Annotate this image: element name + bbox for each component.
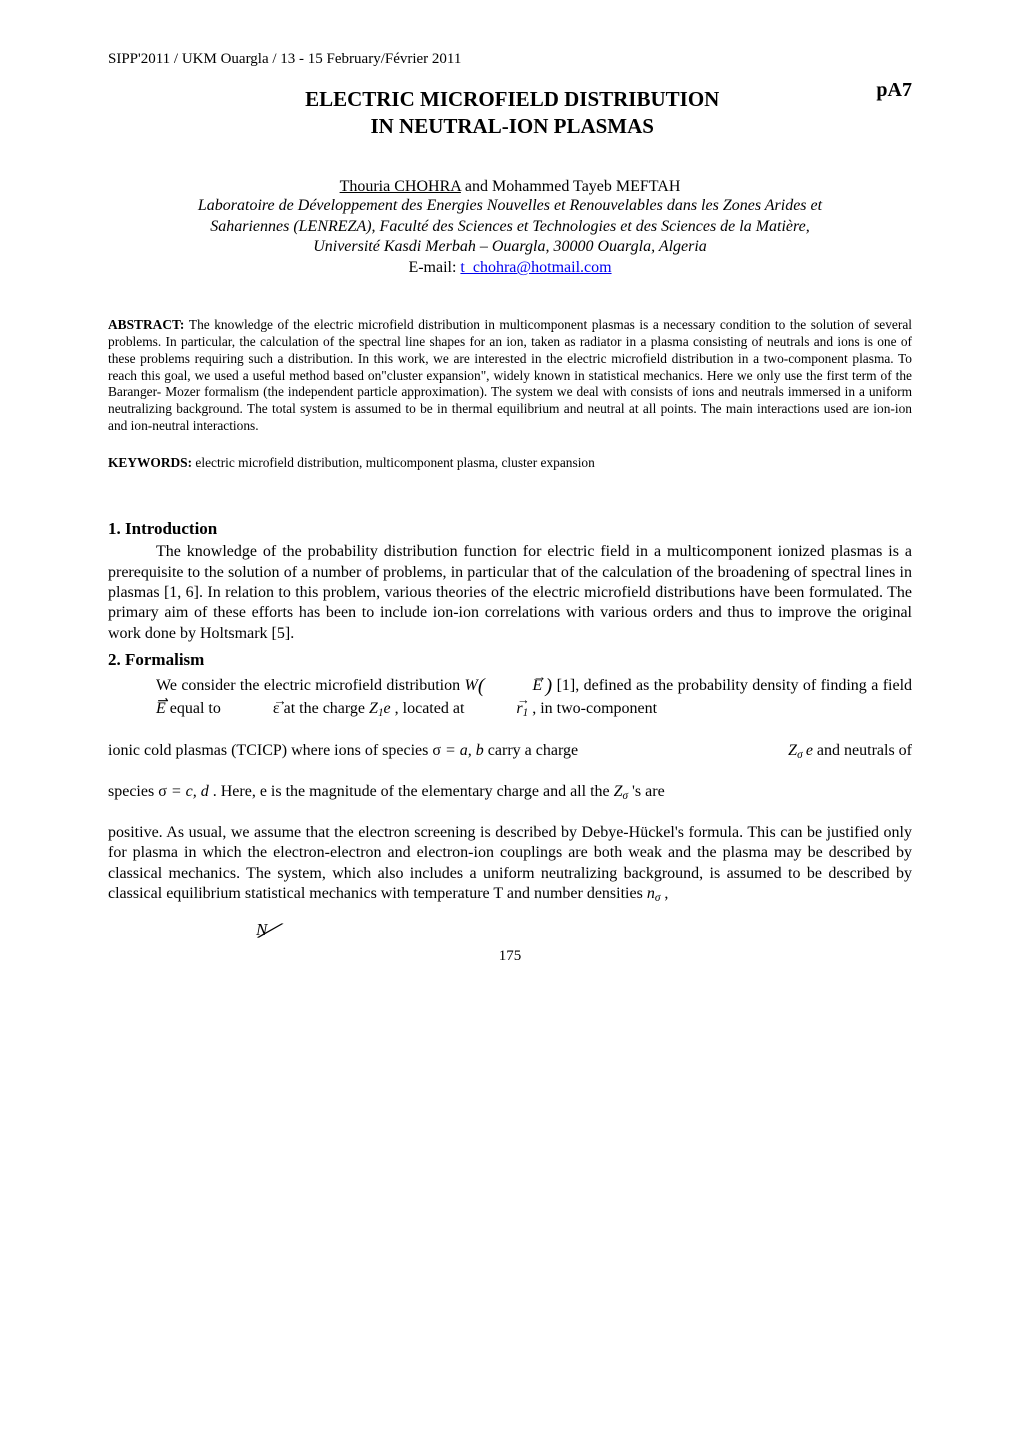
sym-r1: →r1 (468, 699, 528, 720)
s2p2-left-b: carry a charge (484, 742, 578, 759)
author-block: Thouria CHOHRA and Mohammed Tayeb MEFTAH… (108, 177, 912, 278)
keywords-text: electric microfield distribution, multic… (195, 455, 594, 470)
authors-line: Thouria CHOHRA and Mohammed Tayeb MEFTAH (108, 177, 912, 196)
section-1-heading: 1. Introduction (108, 519, 912, 539)
affiliation-line-1: Laboratoire de Développement des Energie… (108, 196, 912, 217)
section-2-para-3: species σ = c, d . Here, e is the magnit… (108, 782, 912, 803)
sym-Z1e: Z1e (369, 700, 391, 717)
s2p2-left: ionic cold plasmas (TCICP) where ions of… (108, 741, 764, 762)
keywords-label: KEYWORDS: (108, 455, 195, 470)
s2p2-right: Zσ e and neutrals of (764, 741, 912, 762)
s2p3-a: species σ (108, 783, 167, 800)
sym-E-field: ⇀E (108, 699, 166, 719)
s2p3-species-cd: = c, d (171, 783, 209, 800)
title-block: ELECTRIC MICROFIELD DISTRIBUTION IN NEUT… (158, 86, 866, 141)
title-line-2: IN NEUTRAL-ION PLASMAS (158, 113, 866, 140)
sym-nsigma: nσ (647, 885, 661, 902)
s2p4-text: positive. As usual, we assume that the e… (108, 824, 912, 902)
sym-Zsigma-e: Zσ e (788, 742, 813, 759)
s2p3-c: 's are (632, 783, 665, 800)
abstract-text: The knowledge of the electric microfield… (108, 317, 912, 433)
section-1-paragraph: The knowledge of the probability distrib… (108, 542, 912, 644)
abstract-label: ABSTRACT: (108, 317, 189, 332)
email-line: E-mail: t_chohra@hotmail.com (108, 258, 912, 277)
affiliation-line-3: Université Kasdi Merbah – Ouargla, 30000… (108, 237, 912, 258)
affiliation-line-2: Sahariennes (LENREZA), Faculté des Scien… (108, 217, 912, 238)
s2p4-end: , (664, 885, 668, 902)
s2p1-text-a: We consider the electric microfield dist… (156, 677, 465, 694)
title-row: ELECTRIC MICROFIELD DISTRIBUTION IN NEUT… (108, 86, 912, 141)
author-primary: Thouria CHOHRA (340, 178, 461, 195)
page-number: 175 (108, 947, 912, 965)
s2p1-text-b: [1], defined as the probability density … (557, 677, 912, 694)
sym-epsilon: →ε (225, 699, 280, 719)
conference-header: SIPP'2011 / UKM Ouargla / 13 - 15 Februa… (108, 50, 912, 68)
page-label: pA7 (876, 78, 912, 102)
s2p1-text-d: at the charge (284, 700, 369, 717)
s2p1-text-e: , located at (395, 700, 469, 717)
s2p2-left-a: ionic cold plasmas (TCICP) where ions of… (108, 742, 445, 759)
sym-Zsigma: Zσ (614, 783, 628, 800)
bottom-fraction-fragment: N ⁄ (256, 911, 912, 942)
author-secondary: and Mohammed Tayeb MEFTAH (461, 178, 681, 195)
section-2-para-2-row: ionic cold plasmas (TCICP) where ions of… (108, 741, 912, 762)
abstract-block: ABSTRACT: The knowledge of the electric … (108, 317, 912, 434)
title-line-1: ELECTRIC MICROFIELD DISTRIBUTION (158, 86, 866, 113)
email-label: E-mail: (408, 259, 460, 276)
section-2-para-4: positive. As usual, we assume that the e… (108, 823, 912, 906)
s2p3-b: . Here, e is the magnitude of the elemen… (213, 783, 614, 800)
s2p1-text-f: , in two-component (532, 700, 657, 717)
email-link[interactable]: t_chohra@hotmail.com (460, 259, 611, 276)
s2p1-text-c: equal to (170, 700, 225, 717)
s2p2-species-ab: = a, b (445, 742, 484, 759)
s2p2-right-text: and neutrals of (813, 742, 912, 759)
keywords-block: KEYWORDS: electric microfield distributi… (108, 455, 912, 471)
section-2-para-1: We consider the electric microfield dist… (108, 674, 912, 721)
